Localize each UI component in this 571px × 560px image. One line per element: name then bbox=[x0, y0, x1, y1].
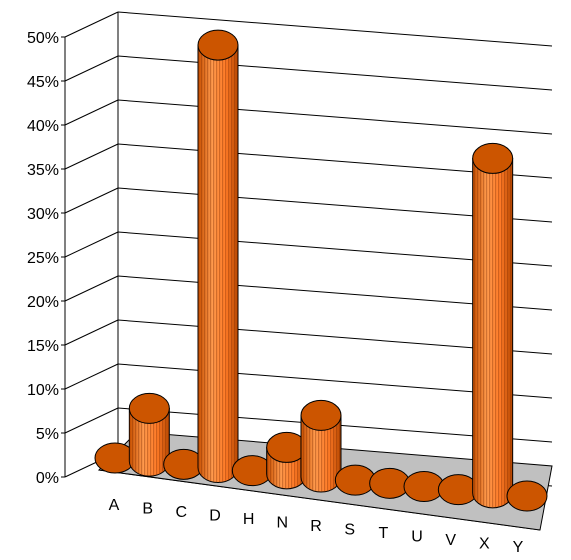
gridline-diagonal bbox=[64, 275, 119, 302]
x-tick-label: N bbox=[277, 515, 289, 532]
x-tick-label: X bbox=[479, 536, 490, 553]
gridline-back bbox=[117, 11, 553, 47]
gridline-diagonal bbox=[64, 143, 119, 170]
bar-T bbox=[369, 467, 411, 499]
gridline-diagonal bbox=[64, 319, 119, 346]
gridline-back bbox=[117, 99, 553, 135]
x-tick-label: V bbox=[445, 532, 456, 549]
bar-R bbox=[300, 399, 342, 493]
y-tick-label: 25% bbox=[27, 250, 59, 267]
bar-S bbox=[334, 464, 376, 496]
bar-texture bbox=[198, 45, 238, 483]
y-tick-label: 15% bbox=[27, 338, 59, 355]
bar-top bbox=[403, 471, 445, 502]
bar-top bbox=[506, 480, 548, 512]
bar-U bbox=[403, 471, 445, 502]
gridline-diagonal bbox=[64, 11, 119, 38]
gridline-back bbox=[117, 55, 553, 91]
bar-texture bbox=[129, 408, 170, 477]
bar-texture bbox=[301, 415, 341, 492]
bar-Y bbox=[506, 480, 548, 512]
y-tick-label: 0% bbox=[36, 470, 59, 487]
gridline-diagonal bbox=[64, 99, 119, 126]
x-tick-label: R bbox=[310, 518, 322, 535]
bar-texture bbox=[472, 158, 513, 508]
x-tick-label: B bbox=[142, 501, 153, 518]
y-tick-label: 10% bbox=[27, 382, 59, 399]
gridline-diagonal bbox=[64, 231, 119, 258]
x-tick-label: U bbox=[411, 529, 423, 546]
bar-D bbox=[197, 29, 239, 483]
y-tick-label: 40% bbox=[27, 118, 59, 135]
bar-layer bbox=[94, 29, 548, 512]
bar-top bbox=[369, 467, 411, 499]
gridline-diagonal bbox=[64, 187, 119, 214]
y-tick-label: 30% bbox=[27, 206, 59, 223]
bar-top bbox=[334, 464, 376, 496]
x-tick-label: H bbox=[243, 511, 255, 528]
bar-B bbox=[128, 392, 170, 477]
label-layer: 0% 5% 10% 15% 20% 25% 30% 35% 40% 45% 50% A B C D H N R S T… bbox=[27, 30, 524, 556]
gridline-diagonal bbox=[64, 407, 119, 434]
x-tick-label: Y bbox=[513, 539, 524, 556]
bar-top bbox=[197, 29, 239, 61]
bar-top bbox=[472, 142, 514, 174]
x-tick-label: T bbox=[378, 525, 388, 542]
x-tick-label: A bbox=[109, 497, 120, 514]
gridline-diagonal bbox=[64, 55, 119, 82]
x-tick-label: S bbox=[344, 522, 355, 539]
bar-X bbox=[472, 142, 514, 509]
bar-top bbox=[128, 392, 170, 424]
y-tick-label: 5% bbox=[36, 426, 59, 443]
y-tick-label: 45% bbox=[27, 74, 59, 91]
x-tick-label: D bbox=[209, 508, 221, 525]
x-tick-label: C bbox=[176, 504, 188, 521]
bar-top bbox=[300, 399, 342, 431]
y-tick-label: 20% bbox=[27, 294, 59, 311]
y-tick-label: 35% bbox=[27, 162, 59, 179]
bar-N bbox=[266, 431, 308, 490]
gridline-diagonal bbox=[64, 363, 119, 390]
y-tick-label: 50% bbox=[27, 30, 59, 47]
